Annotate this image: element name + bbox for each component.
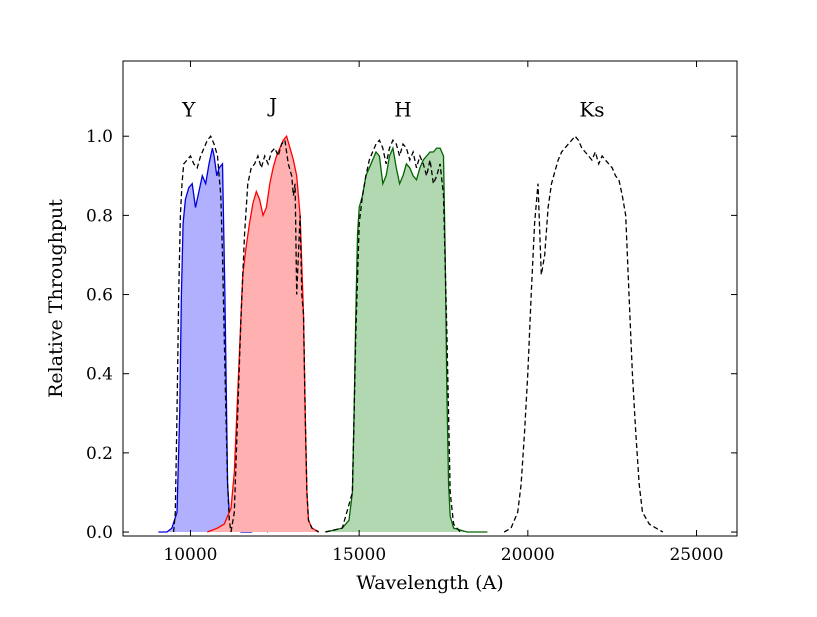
- band-label: H: [394, 97, 411, 121]
- y-axis-label: Relative Throughput: [45, 199, 67, 398]
- y-fill: [158, 148, 269, 532]
- y-tick-label: 0.4: [86, 365, 113, 385]
- y-tick-label: 0.6: [86, 286, 113, 306]
- x-tick-label: 15000: [332, 545, 386, 565]
- x-tick-label: 10000: [163, 545, 217, 565]
- x-axis-label: Wavelength (A): [356, 572, 503, 594]
- h-reference-dashed-line: [325, 138, 461, 533]
- plot-frame: [122, 60, 738, 537]
- y-tick-label: 0.0: [86, 523, 113, 543]
- y-tick-label: 1.0: [86, 127, 113, 147]
- band-label: Y: [181, 97, 196, 121]
- band-annotations: Y J H Ks: [181, 93, 604, 121]
- y-tick-label: 0.2: [86, 444, 113, 464]
- y-reference-dashed-line: [172, 134, 232, 533]
- x-tick-label: 20000: [501, 545, 555, 565]
- j-fill: [207, 136, 319, 532]
- y-tick-label: 0.8: [86, 206, 113, 226]
- j-reference-dashed-line: [230, 138, 320, 533]
- h-fill: [325, 148, 488, 532]
- band-label: Ks: [579, 97, 604, 121]
- band-label: J: [267, 93, 277, 117]
- plot-content: [158, 134, 664, 533]
- axis-ticks: 10000 15000 20000 25000 0.0 0.2 0.4 0.6 0.8 1.0: [86, 61, 737, 565]
- x-tick-label: 25000: [669, 545, 723, 565]
- ks-reference-dashed-line: [503, 135, 664, 533]
